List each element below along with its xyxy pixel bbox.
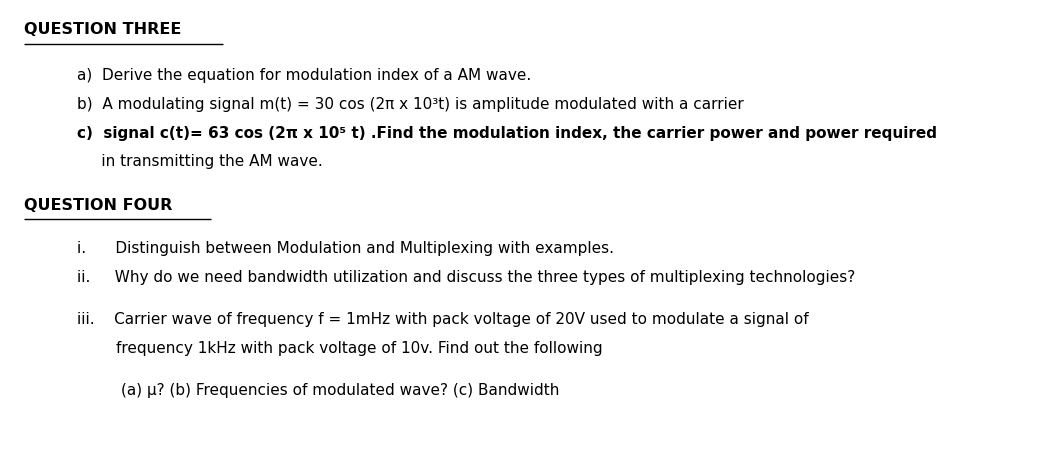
Text: QUESTION THREE: QUESTION THREE [24, 22, 181, 37]
Text: iii.    Carrier wave of frequency f = 1mHz with pack voltage of 20V used to modu: iii. Carrier wave of frequency f = 1mHz … [77, 312, 809, 327]
Text: in transmitting the AM wave.: in transmitting the AM wave. [77, 154, 323, 169]
Text: ii.     Why do we need bandwidth utilization and discuss the three types of mult: ii. Why do we need bandwidth utilization… [77, 270, 855, 285]
Text: b)  A modulating signal m(t) = 30 cos (2π x 10³t) is amplitude modulated with a : b) A modulating signal m(t) = 30 cos (2π… [77, 97, 744, 112]
Text: a)  Derive the equation for modulation index of a AM wave.: a) Derive the equation for modulation in… [77, 68, 531, 83]
Text: i.      Distinguish between Modulation and Multiplexing with examples.: i. Distinguish between Modulation and Mu… [77, 241, 614, 256]
Text: frequency 1kHz with pack voltage of 10v. Find out the following: frequency 1kHz with pack voltage of 10v.… [77, 341, 602, 356]
Text: (a) μ? (b) Frequencies of modulated wave? (c) Bandwidth: (a) μ? (b) Frequencies of modulated wave… [121, 383, 560, 398]
Text: QUESTION FOUR: QUESTION FOUR [24, 198, 172, 213]
Text: c)  signal c(t)= 63 cos (2π x 10⁵ t) .Find the modulation index, the carrier pow: c) signal c(t)= 63 cos (2π x 10⁵ t) .Fin… [77, 126, 937, 141]
